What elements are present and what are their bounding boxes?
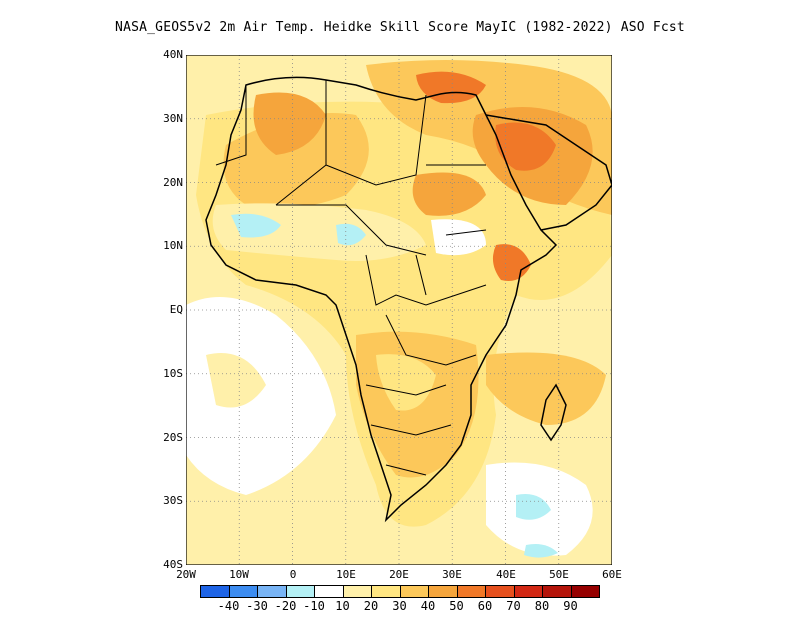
colorbar-label: 30 — [392, 599, 407, 613]
lat-label: 30N — [163, 112, 183, 125]
colorbar-label: 40 — [420, 599, 436, 613]
colorbar-label: 10 — [335, 599, 350, 613]
lat-label: 40N — [163, 48, 183, 61]
lon-label: 0 — [289, 568, 297, 581]
colorbar-swatch — [200, 585, 230, 598]
coastlines — [205, 76, 613, 523]
lat-label: 20N — [163, 176, 183, 189]
colorbar-label: 80 — [534, 599, 550, 613]
colorbar-swatch — [371, 585, 401, 598]
field-algeria — [253, 92, 326, 155]
colorbar-swatch — [570, 585, 600, 598]
lat-label: 40S — [163, 558, 183, 571]
lat-label: 10S — [163, 367, 183, 380]
colorbar-swatch — [542, 585, 572, 598]
lon-label: 50E — [549, 568, 569, 581]
field-sudan-white — [431, 219, 486, 256]
map-title: NASA_GEOS5v2 2m Air Temp. Heidke Skill S… — [115, 20, 685, 35]
lon-label: 10W — [229, 568, 249, 581]
lat-label: 30S — [163, 494, 183, 507]
lon-label: 30E — [442, 568, 462, 581]
colorbar-label: 50 — [449, 599, 464, 613]
field-patch — [206, 353, 266, 408]
colorbar-swatch — [485, 585, 515, 598]
colorbar-swatch — [428, 585, 458, 598]
map-svg — [185, 54, 613, 566]
country-borders — [215, 80, 487, 476]
colorbar-label: -40 — [217, 599, 240, 613]
colorbar-label: -10 — [303, 599, 325, 613]
field-sudan — [412, 172, 486, 216]
field-indian-east — [486, 352, 606, 425]
field-blue-patch — [516, 494, 551, 520]
lon-label: 60E — [602, 568, 622, 581]
colorbar-label: 70 — [506, 599, 521, 613]
lat-label: 10N — [163, 239, 183, 252]
field-patch-2 — [376, 354, 436, 411]
map-panel — [185, 54, 613, 566]
field-arabia-core — [495, 122, 556, 171]
field-sahel-blue-2 — [336, 223, 366, 246]
grid-lines — [186, 55, 612, 565]
colorbar-swatch — [257, 585, 287, 598]
lat-label: EQ — [169, 303, 183, 316]
colorbar-swatch — [399, 585, 429, 598]
colorbar-label: 60 — [477, 599, 493, 613]
lon-label: 40E — [496, 568, 516, 581]
colorbar-swatch — [285, 585, 315, 598]
colorbar-label: -30 — [246, 599, 268, 613]
colorbar-label: 90 — [563, 599, 578, 613]
field-blue-patch-2 — [524, 544, 558, 558]
colorbar-label: -20 — [274, 599, 297, 613]
colorbar-label: 20 — [363, 599, 379, 613]
lon-label: 20W — [176, 568, 196, 581]
lat-label: 20S — [163, 431, 183, 444]
field-sahel-blue-1 — [231, 213, 281, 238]
colorbar-swatch — [314, 585, 344, 598]
lon-label: 20E — [389, 568, 409, 581]
field-ethiopia — [492, 244, 531, 281]
lon-label: 10E — [336, 568, 356, 581]
colorbar-swatch — [513, 585, 543, 598]
colorbar-swatch — [228, 585, 258, 598]
colorbar-swatch — [342, 585, 372, 598]
field-atlantic-white — [186, 297, 336, 495]
colorbar-swatch — [456, 585, 486, 598]
